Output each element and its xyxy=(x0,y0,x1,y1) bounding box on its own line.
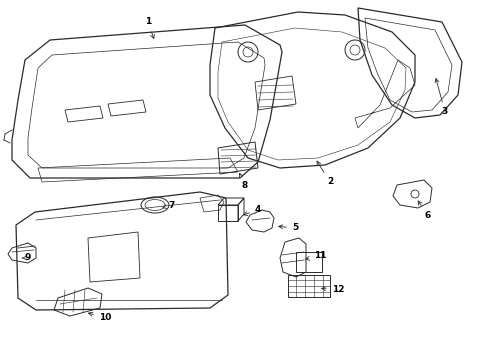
Text: 11: 11 xyxy=(305,251,326,261)
Text: 5: 5 xyxy=(278,223,298,232)
Text: 7: 7 xyxy=(163,201,175,210)
Text: 4: 4 xyxy=(243,206,261,215)
Text: 12: 12 xyxy=(321,286,344,295)
Text: 10: 10 xyxy=(89,312,111,322)
Text: 2: 2 xyxy=(317,161,333,186)
Bar xyxy=(287,275,329,297)
Text: 9: 9 xyxy=(22,253,31,262)
Text: 6: 6 xyxy=(417,201,430,220)
Text: 3: 3 xyxy=(434,79,447,116)
Text: 8: 8 xyxy=(239,174,248,190)
Bar xyxy=(295,252,321,272)
Text: 1: 1 xyxy=(145,17,154,39)
